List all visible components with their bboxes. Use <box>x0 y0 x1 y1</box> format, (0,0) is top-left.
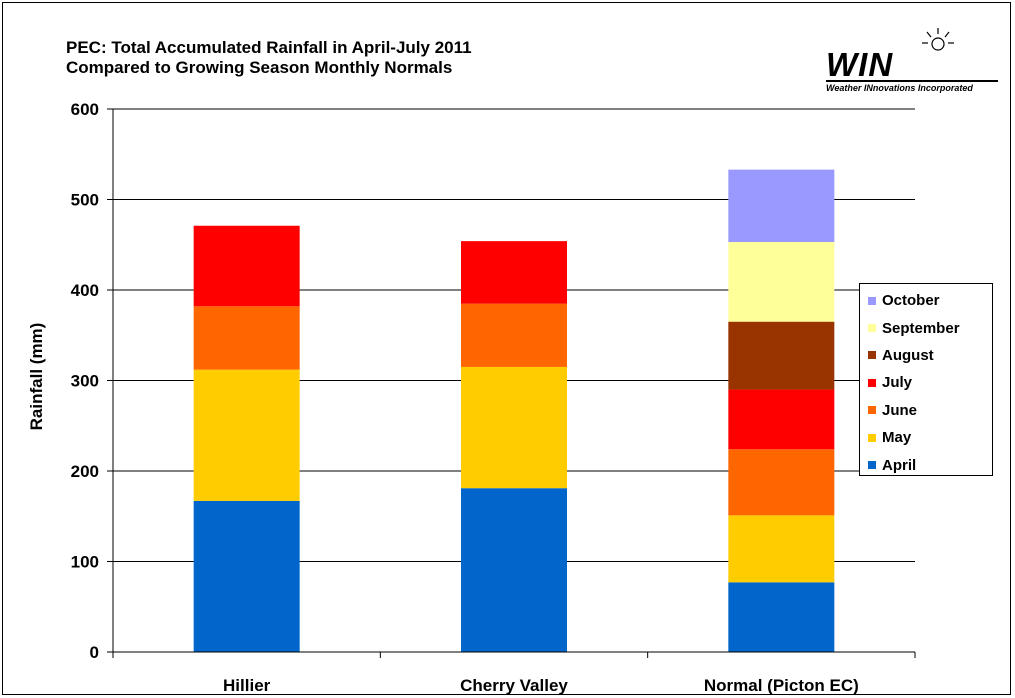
y-tick-label: 200 <box>71 462 99 481</box>
bar-segment-june <box>728 449 835 516</box>
bar-segment-june <box>193 306 300 370</box>
bar-segment-april <box>728 582 835 652</box>
bar-segment-october <box>728 169 835 243</box>
logo-rule <box>826 80 998 82</box>
y-tick-label: 0 <box>90 643 99 662</box>
y-axis-title: Rainfall (mm) <box>27 323 46 431</box>
legend-swatch <box>868 406 876 415</box>
legend-item-october: October <box>868 287 992 314</box>
y-tick-label: 100 <box>71 553 99 572</box>
win-logo: WIN Weather INnovations Incorporated <box>826 26 1004 94</box>
x-tick-label: Hillier <box>223 676 271 695</box>
legend-swatch <box>868 378 876 387</box>
legend-item-may: May <box>868 424 992 451</box>
legend-label: May <box>882 429 912 447</box>
y-tick-label: 600 <box>71 100 99 119</box>
x-tick-label: Normal (Picton EC) <box>704 676 859 695</box>
legend-swatch <box>868 433 876 442</box>
legend-swatch <box>868 461 876 470</box>
chart-legend: October September August July June May April <box>859 283 993 476</box>
legend-item-july: July <box>868 369 992 396</box>
legend-label: September <box>882 319 960 337</box>
chart-title-line-2: Compared to Growing Season Monthly Norma… <box>66 58 453 77</box>
legend-item-june: June <box>868 397 992 424</box>
legend-item-august: August <box>868 342 992 369</box>
logo-subtitle: Weather INnovations Incorporated <box>826 83 973 93</box>
y-tick-label: 500 <box>71 191 99 210</box>
bar-segment-september <box>728 242 835 322</box>
y-tick-label: 300 <box>71 372 99 391</box>
legend-swatch <box>868 296 876 305</box>
bar-segment-april <box>193 500 300 652</box>
legend-swatch <box>868 324 876 333</box>
sun-icon <box>922 28 954 51</box>
bar-segment-june <box>461 303 567 367</box>
chart-title-line-1: PEC: Total Accumulated Rainfall in April… <box>66 38 472 57</box>
legend-item-april: April <box>868 451 992 478</box>
legend-label: April <box>882 456 917 474</box>
bar-segment-april <box>461 488 567 652</box>
bar-segment-july <box>193 225 300 307</box>
y-tick-label: 400 <box>71 281 99 300</box>
bar-segment-july <box>728 389 835 450</box>
bar-segment-august <box>728 321 835 390</box>
legend-swatch <box>868 351 876 360</box>
logo-wordmark: WIN <box>826 46 894 83</box>
legend-label: July <box>882 374 913 392</box>
legend-label: June <box>882 401 918 419</box>
legend-item-september: September <box>868 314 992 341</box>
legend-label: October <box>882 292 940 310</box>
bar-segment-may <box>193 369 300 501</box>
chart-title: PEC: Total Accumulated Rainfall in April… <box>66 38 472 78</box>
x-tick-label: Cherry Valley <box>460 676 568 695</box>
bar-segment-may <box>461 366 567 489</box>
legend-label: August <box>882 346 934 364</box>
bar-segment-july <box>461 241 567 304</box>
bar-segment-may <box>728 515 835 583</box>
